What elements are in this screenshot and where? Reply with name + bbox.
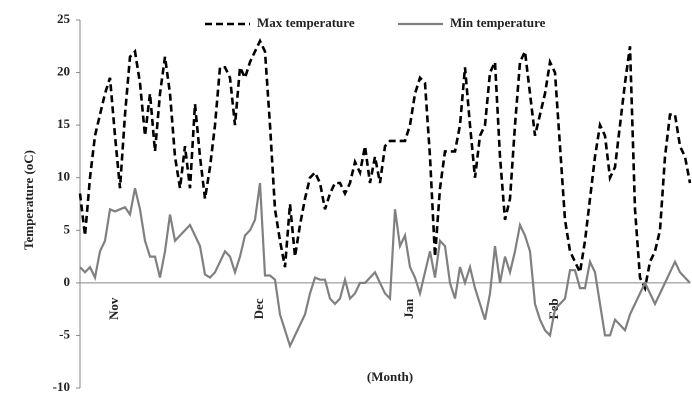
y-tick-label: 15 [57,116,71,131]
x-tick-label: Dec [251,298,266,319]
y-tick-label: 0 [64,274,71,289]
series-line [78,37,692,293]
x-tick-label: Jan [401,298,416,319]
x-axis-label: (Month) [367,369,413,384]
x-tick-label: Feb [546,298,561,319]
y-tick-label: 20 [57,64,70,79]
x-tick-label: Nov [106,297,121,320]
series-line [79,182,691,349]
y-tick-label: 10 [57,169,70,184]
legend-label: Min temperature [450,15,546,30]
y-axis-label: Temperature (oC) [21,150,36,250]
legend-label: Max temperature [257,15,355,30]
y-tick-label: -10 [53,379,70,394]
y-tick-label: 5 [64,221,71,236]
y-tick-label: -5 [59,326,70,341]
y-tick-label: 25 [57,11,71,26]
